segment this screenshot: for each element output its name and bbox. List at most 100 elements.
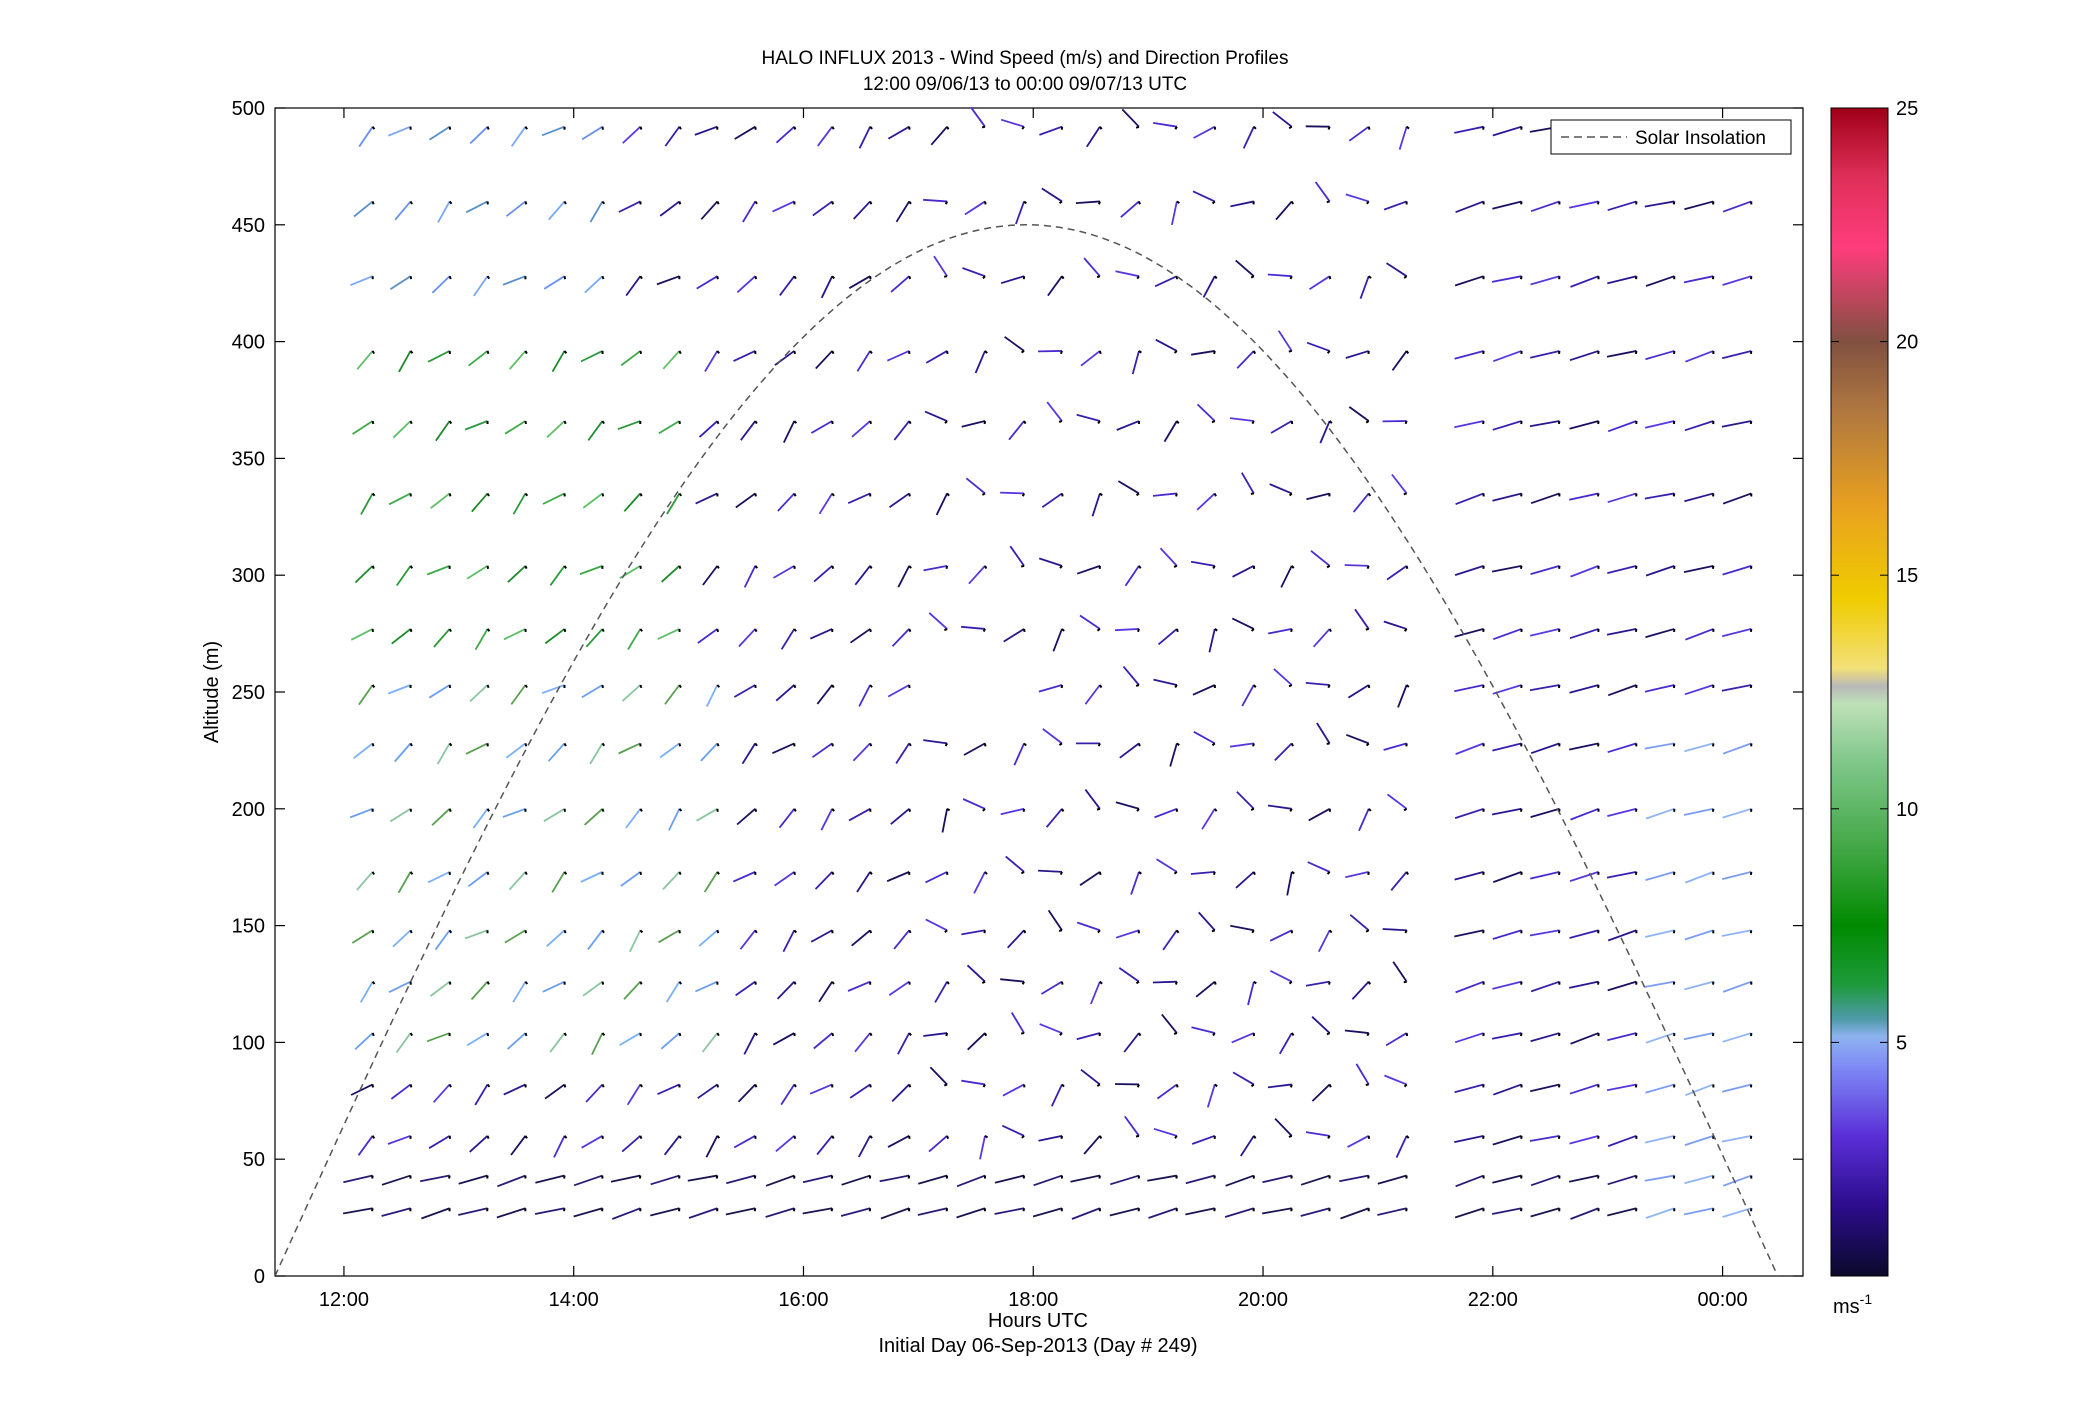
- wind-vector-base: [1405, 684, 1410, 688]
- wind-vector-base: [639, 628, 643, 632]
- wind-vector-base: [1328, 981, 1331, 985]
- wind-vector: [1041, 492, 1063, 508]
- wind-vector-base: [944, 420, 948, 424]
- wind-vector-base: [563, 1032, 567, 1037]
- wind-vector-base: [982, 808, 986, 812]
- wind-vector-base: [1175, 1175, 1178, 1179]
- wind-vector: [1039, 1023, 1063, 1034]
- wind-vector-base: [1557, 420, 1561, 425]
- wind-vector: [930, 126, 948, 146]
- wind-vector: [1684, 1134, 1714, 1146]
- wind-vector: [1169, 743, 1178, 767]
- wind-vector: [546, 420, 566, 439]
- wind-vector: [1118, 967, 1140, 983]
- wind-vector: [1229, 417, 1254, 422]
- wind-vector: [627, 628, 642, 650]
- x-axis-label-day: Initial Day 06-Sep-2013 (Day # 249): [878, 1335, 1197, 1357]
- wind-vector-base: [1135, 980, 1140, 985]
- wind-vector-base: [601, 981, 605, 985]
- wind-vector-base: [1250, 807, 1255, 811]
- wind-vector: [1191, 1026, 1215, 1034]
- wind-vector: [970, 106, 986, 128]
- wind-vector-base: [486, 808, 491, 812]
- wind-vector: [1115, 801, 1140, 810]
- wind-vector: [426, 1032, 450, 1043]
- wind-vector: [1491, 564, 1522, 573]
- wind-vector-base: [944, 929, 948, 934]
- wind-vector-base: [1176, 929, 1180, 934]
- wind-vector: [925, 350, 948, 364]
- wind-vector-base: [601, 1084, 605, 1088]
- wind-vector-base: [448, 808, 452, 812]
- x-tick-label: 18:00: [1008, 1289, 1058, 1311]
- wind-vector: [356, 871, 374, 891]
- plot-area: [274, 107, 1804, 1277]
- wind-vector-base: [1368, 275, 1372, 279]
- wind-vector: [1349, 914, 1370, 931]
- wind-vector: [923, 739, 948, 745]
- wind-vector-base: [1023, 200, 1027, 205]
- wind-vector: [1721, 1134, 1752, 1143]
- wind-vector: [1570, 1032, 1599, 1045]
- wind-vector: [1684, 420, 1714, 432]
- x-tick-label: 22:00: [1468, 1289, 1518, 1311]
- wind-vector-base: [716, 871, 720, 875]
- wind-vector: [664, 126, 681, 147]
- wind-vector-base: [1211, 742, 1216, 747]
- wind-vector: [1570, 565, 1599, 578]
- wind-vector-base: [678, 126, 682, 130]
- wind-vector: [817, 126, 833, 147]
- wind-vector-base: [793, 350, 797, 355]
- wind-vector: [1644, 684, 1675, 693]
- wind-vector: [620, 871, 641, 887]
- wind-vector: [694, 125, 718, 136]
- wind-vector: [551, 871, 566, 893]
- wind-vector: [779, 275, 796, 296]
- wind-vector-base: [1021, 350, 1025, 354]
- wind-vector: [968, 565, 986, 585]
- wind-vector: [474, 628, 489, 651]
- wind-vector-base: [1634, 350, 1638, 355]
- wind-vector: [428, 684, 451, 699]
- wind-vector: [1721, 684, 1752, 692]
- wind-vector-base: [945, 1032, 949, 1037]
- wind-vector: [541, 125, 565, 137]
- wind-vector-base: [1214, 1083, 1218, 1088]
- wind-vector: [1455, 742, 1484, 755]
- wind-vector: [1267, 273, 1292, 278]
- wind-vector: [1198, 911, 1216, 931]
- wind-vector-base: [908, 1084, 912, 1088]
- wind-vector: [696, 808, 718, 822]
- wind-vector-base: [984, 1032, 988, 1037]
- wind-vector: [1156, 1083, 1178, 1100]
- wind-vector: [1683, 564, 1714, 573]
- wind-vector-base: [754, 742, 758, 747]
- wind-vector: [1607, 1032, 1637, 1042]
- wind-vector-base: [371, 981, 376, 985]
- wind-vector: [535, 1174, 565, 1184]
- wind-vector: [856, 871, 871, 893]
- wind-vector-base: [1061, 808, 1065, 812]
- wind-vector-base: [984, 871, 988, 875]
- y-tick-label: 150: [232, 916, 265, 938]
- wind-vector: [657, 628, 680, 640]
- wind-vector-base: [716, 420, 720, 425]
- wind-vector: [818, 981, 833, 1003]
- wind-vector: [941, 808, 948, 833]
- wind-vector: [897, 565, 910, 588]
- wind-vector: [1007, 929, 1025, 949]
- wind-vector: [650, 1207, 680, 1217]
- wind-vector-base: [1096, 275, 1101, 279]
- wind-vector: [626, 1083, 642, 1106]
- wind-vector: [893, 420, 910, 441]
- wind-vector: [1230, 924, 1255, 932]
- wind-vector: [587, 929, 604, 950]
- wind-vector: [427, 350, 451, 363]
- wind-vector: [774, 871, 795, 887]
- wind-vector-base: [678, 743, 682, 747]
- wind-vector: [891, 628, 910, 647]
- wind-vector: [1607, 420, 1637, 433]
- wind-vector-base: [1176, 200, 1180, 204]
- wind-vector: [1569, 742, 1599, 751]
- colorbar-unit-exponent: -1: [1860, 1291, 1873, 1307]
